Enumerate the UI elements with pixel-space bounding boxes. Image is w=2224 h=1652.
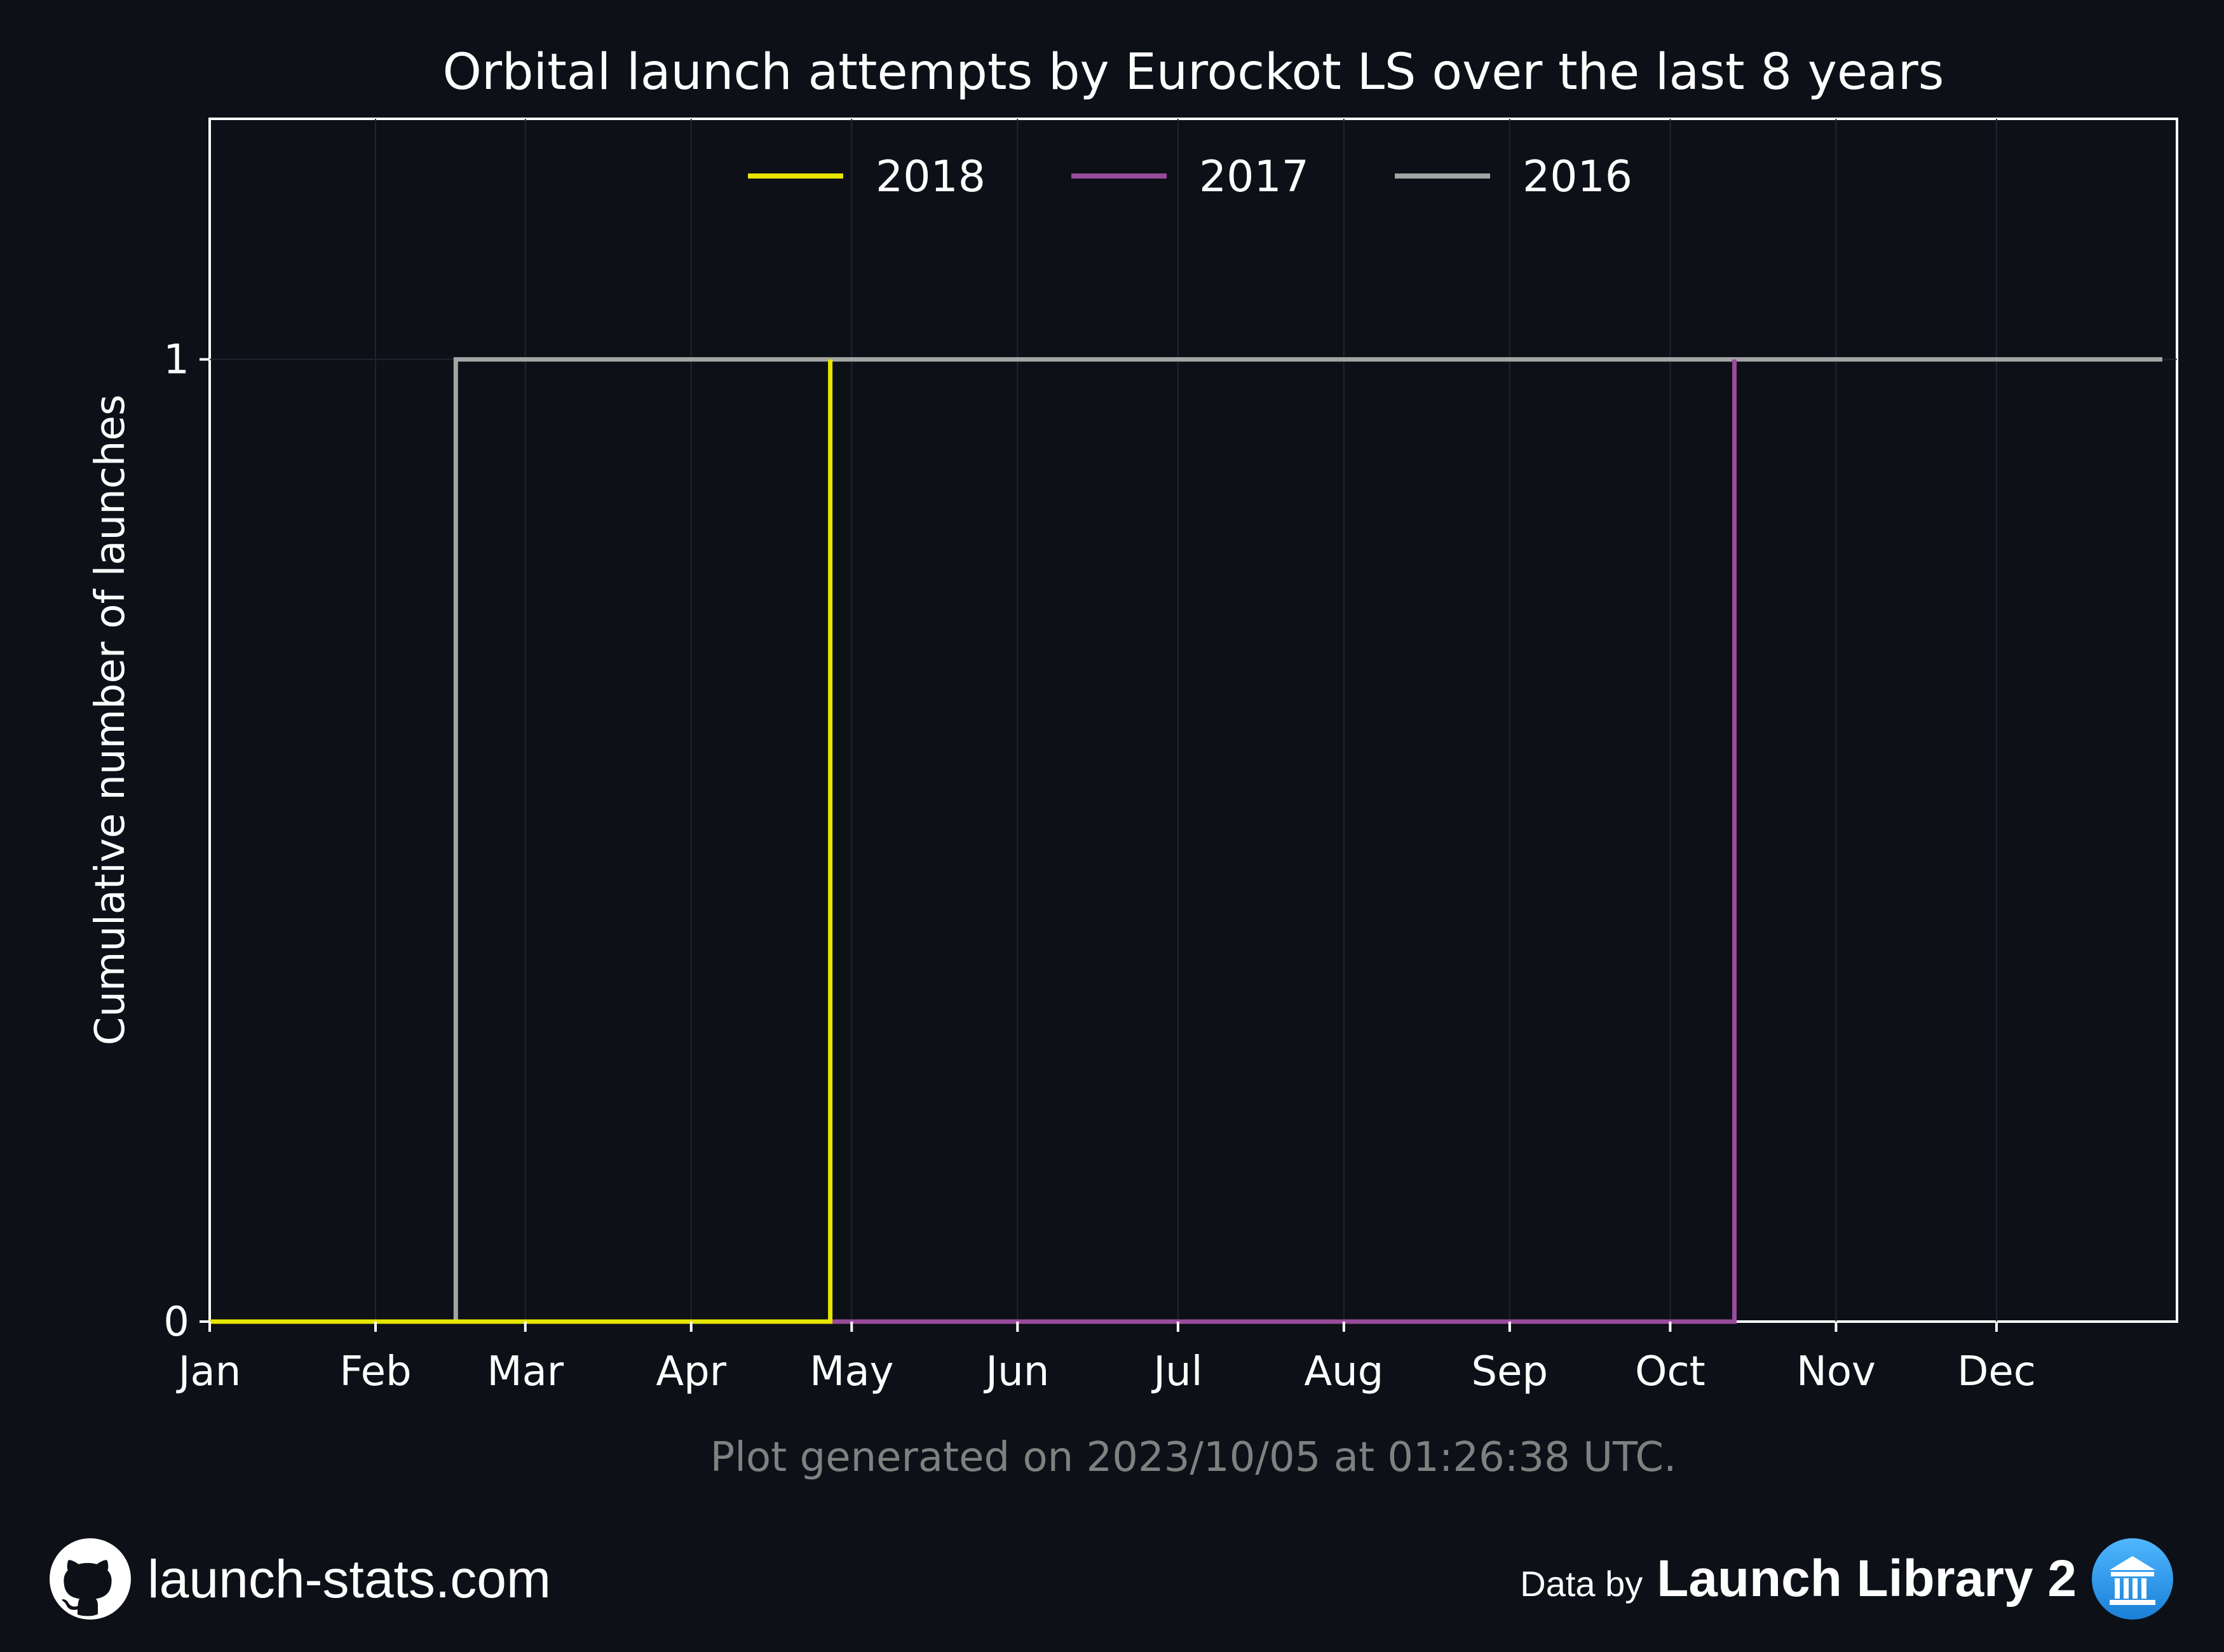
y-axis-label: Cumulative number of launches <box>87 395 134 1045</box>
footer-left: launch-stats.com <box>50 1538 551 1620</box>
x-tick-label-2: Mar <box>487 1348 564 1395</box>
legend-label-2016: 2016 <box>1522 152 1632 202</box>
launch-library-label[interactable]: Launch Library 2 <box>1657 1550 2077 1608</box>
y-tick-label-0: 0 <box>163 1299 189 1346</box>
x-tick-label-9: Oct <box>1635 1348 1705 1395</box>
footer-right: Data by Launch Library 2 <box>1520 1538 2174 1620</box>
x-tick-label-1: Feb <box>339 1348 411 1395</box>
plot-frame <box>208 118 2178 1323</box>
site-link[interactable]: launch-stats.com <box>147 1548 551 1609</box>
github-icon[interactable] <box>50 1538 131 1620</box>
series-layer <box>210 357 2162 1324</box>
x-tick-label-8: Sep <box>1472 1348 1549 1395</box>
legend: 2018 2017 2016 <box>748 152 1632 202</box>
x-tick-label-7: Aug <box>1304 1348 1383 1395</box>
chart-title: Orbital launch attempts by Eurockot LS o… <box>443 44 1944 101</box>
legend-label-2017: 2017 <box>1199 152 1309 202</box>
x-tick-label-10: Nov <box>1796 1348 1876 1395</box>
x-tick-label-4: May <box>810 1348 893 1395</box>
x-tick-label-5: Jun <box>983 1348 1049 1395</box>
legend-label-2018: 2018 <box>876 152 986 202</box>
footnote: Plot generated on 2023/10/05 at 01:26:38… <box>710 1434 1677 1481</box>
series-line-2018 <box>210 359 833 1324</box>
y-axis: 01 <box>163 337 210 1346</box>
launch-library-icon[interactable] <box>2091 1537 2174 1621</box>
x-axis: Jan Feb Mar Apr May Jun Jul Aug Sep Oct Nov Dec <box>176 1322 2036 1395</box>
x-tick-label-6: Jul <box>1151 1348 1202 1395</box>
y-tick-label-1: 1 <box>163 337 189 384</box>
x-tick-label-3: Apr <box>656 1348 726 1395</box>
data-by-label: Data by <box>1520 1563 1643 1604</box>
x-tick-label-0: Jan <box>176 1348 241 1395</box>
x-tick-label-11: Dec <box>1957 1348 2036 1395</box>
